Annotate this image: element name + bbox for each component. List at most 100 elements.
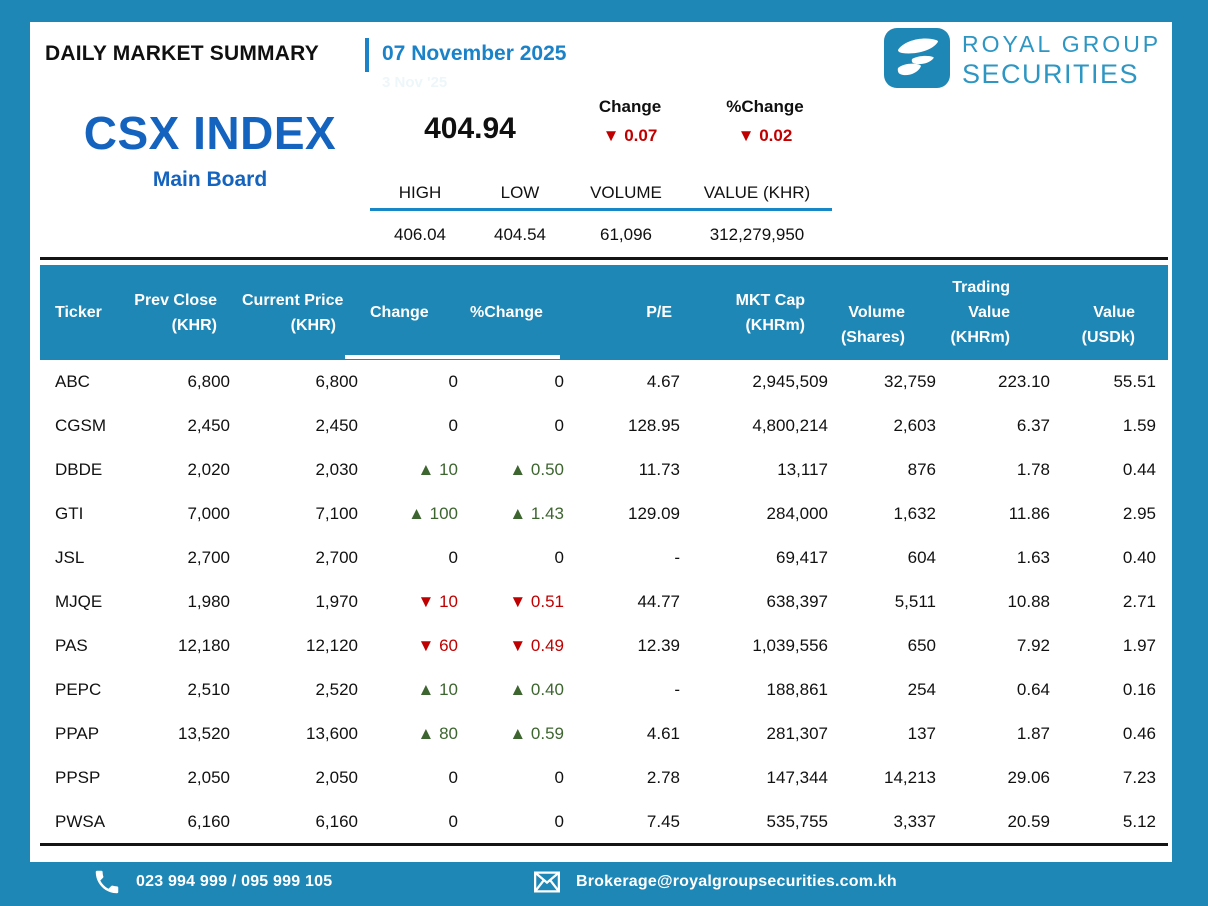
- footer-phone: 023 994 999 / 095 999 105: [92, 867, 332, 897]
- stat-value-value: 312,279,950: [709, 225, 805, 244]
- table-row: PPSP 2,050 2,050 0 0 2.78 147,344 14,213 29.06 7.…: [40, 756, 1168, 800]
- cell-prev-close: 6,160: [130, 800, 242, 844]
- cell-change: ▼ 60: [370, 624, 470, 668]
- cell-pe: -: [576, 536, 692, 580]
- cell-value-usdk: 5.12: [1062, 800, 1168, 844]
- cell-ticker: PWSA: [40, 800, 130, 844]
- cell-mkt-cap: 4,800,214: [692, 404, 840, 448]
- cell-value-khrm: 7.92: [948, 624, 1062, 668]
- cell-change: ▼ 10: [370, 580, 470, 624]
- ghost-date: 3 Nov '25: [382, 74, 448, 91]
- cell-current-price: 2,520: [242, 668, 370, 712]
- cell-value-usdk: 1.59: [1062, 404, 1168, 448]
- cell-pe: 7.45: [576, 800, 692, 844]
- cell-current-price: 7,100: [242, 492, 370, 536]
- board-name: Main Board: [152, 168, 268, 191]
- page-title: DAILY MARKET SUMMARY: [45, 42, 319, 65]
- cell-pe: -: [576, 668, 692, 712]
- envelope-icon: [534, 871, 560, 893]
- divider-bottom: [40, 843, 1168, 846]
- brand-name-line2: SECURITIES: [962, 59, 1140, 89]
- phone-icon: [95, 870, 119, 894]
- table-row: DBDE 2,020 2,030 ▲ 10 ▲ 0.50 11.73 13,117 876 1.…: [40, 448, 1168, 492]
- cell-value-usdk: 0.46: [1062, 712, 1168, 756]
- cell-pe: 4.67: [576, 360, 692, 404]
- col-header-change: Change: [370, 304, 429, 321]
- cell-pct-change: ▲ 0.50: [470, 448, 576, 492]
- cell-pe: 129.09: [576, 492, 692, 536]
- cell-prev-close: 2,700: [130, 536, 242, 580]
- cell-change: ▲ 100: [370, 492, 470, 536]
- cell-ticker: JSL: [40, 536, 130, 580]
- col-header-ticker: Ticker: [55, 304, 102, 321]
- table-row: MJQE 1,980 1,970 ▼ 10 ▼ 0.51 44.77 638,397 5,51…: [40, 580, 1168, 624]
- cell-mkt-cap: 1,039,556: [692, 624, 840, 668]
- stat-value-volume: 61,096: [600, 225, 652, 244]
- cell-mkt-cap: 638,397: [692, 580, 840, 624]
- cell-current-price: 1,970: [242, 580, 370, 624]
- cell-ticker: PAS: [40, 624, 130, 668]
- cell-pe: 2.78: [576, 756, 692, 800]
- cell-change: 0: [370, 404, 470, 448]
- cell-value-khrm: 10.88: [948, 580, 1062, 624]
- cell-value-khrm: 223.10: [948, 360, 1062, 404]
- col-header-mkt-cap: MKT Cap (KHRm): [735, 291, 805, 334]
- cell-value-usdk: 1.97: [1062, 624, 1168, 668]
- brand-logo-icon: [884, 28, 950, 88]
- index-stats-headers: HIGH LOW VOLUME VALUE (KHR): [370, 183, 832, 203]
- stat-header-value: VALUE (KHR): [703, 183, 811, 202]
- cell-current-price: 12,120: [242, 624, 370, 668]
- email-address: Brokerage@royalgroupsecurities.com.kh: [576, 873, 897, 890]
- market-table: Ticker Prev Close (KHR) Current Price (KHR) C…: [40, 265, 1168, 844]
- cell-value-khrm: 1.63: [948, 536, 1062, 580]
- cell-current-price: 2,030: [242, 448, 370, 492]
- footer: 023 994 999 / 095 999 105 Brokerage@roya…: [0, 862, 1208, 906]
- cell-pct-change: ▲ 0.59: [470, 712, 576, 756]
- cell-ticker: CGSM: [40, 404, 130, 448]
- cell-volume: 32,759: [840, 360, 948, 404]
- cell-change: ▲ 80: [370, 712, 470, 756]
- cell-current-price: 2,450: [242, 404, 370, 448]
- col-header-value-usdk: Value (USDk): [1081, 304, 1135, 346]
- cell-prev-close: 2,510: [130, 668, 242, 712]
- cell-volume: 5,511: [840, 580, 948, 624]
- cell-mkt-cap: 535,755: [692, 800, 840, 844]
- cell-volume: 137: [840, 712, 948, 756]
- cell-mkt-cap: 2,945,509: [692, 360, 840, 404]
- cell-ticker: PEPC: [40, 668, 130, 712]
- cell-change: 0: [370, 360, 470, 404]
- cell-volume: 254: [840, 668, 948, 712]
- table-row: PAS 12,180 12,120 ▼ 60 ▼ 0.49 12.39 1,039,556 6…: [40, 624, 1168, 668]
- table-header-row: Ticker Prev Close (KHR) Current Price (KHR) C…: [40, 265, 1168, 360]
- report-date: 07 November 2025: [382, 42, 567, 65]
- cell-ticker: PPSP: [40, 756, 130, 800]
- cell-volume: 14,213: [840, 756, 948, 800]
- cell-pct-change: ▲ 1.43: [470, 492, 576, 536]
- cell-pct-change: 0: [470, 536, 576, 580]
- col-header-volume: Volume (Shares): [840, 304, 905, 346]
- pct-change-label: %Change: [726, 97, 804, 116]
- cell-value-khrm: 6.37: [948, 404, 1062, 448]
- cell-pct-change: ▼ 0.51: [470, 580, 576, 624]
- col-header-value-khrm: Trading Value (KHRm): [950, 279, 1010, 346]
- cell-prev-close: 7,000: [130, 492, 242, 536]
- cell-value-khrm: 1.87: [948, 712, 1062, 756]
- cell-value-usdk: 7.23: [1062, 756, 1168, 800]
- cell-mkt-cap: 13,117: [692, 448, 840, 492]
- cell-ticker: ABC: [40, 360, 130, 404]
- change-label: Change: [598, 97, 662, 116]
- table-row: PWSA 6,160 6,160 0 0 7.45 535,755 3,337 20.59 5.1…: [40, 800, 1168, 844]
- cell-mkt-cap: 188,861: [692, 668, 840, 712]
- cell-value-usdk: 0.44: [1062, 448, 1168, 492]
- cell-value-khrm: 20.59: [948, 800, 1062, 844]
- cell-volume: 604: [840, 536, 948, 580]
- divider-top: [40, 257, 1168, 260]
- table-row: GTI 7,000 7,100 ▲ 100 ▲ 1.43 129.09 284,000 1,6…: [40, 492, 1168, 536]
- table-row: JSL 2,700 2,700 0 0-69,417 604 1.63 0.40: [40, 536, 1168, 580]
- index-change-block: Change ▼ 0.07 %Change ▼ 0.02: [560, 97, 830, 146]
- brand-name-line1: ROYAL GROUP: [962, 31, 1162, 57]
- header-underline: [345, 355, 560, 359]
- cell-volume: 2,603: [840, 404, 948, 448]
- cell-pct-change: 0: [470, 800, 576, 844]
